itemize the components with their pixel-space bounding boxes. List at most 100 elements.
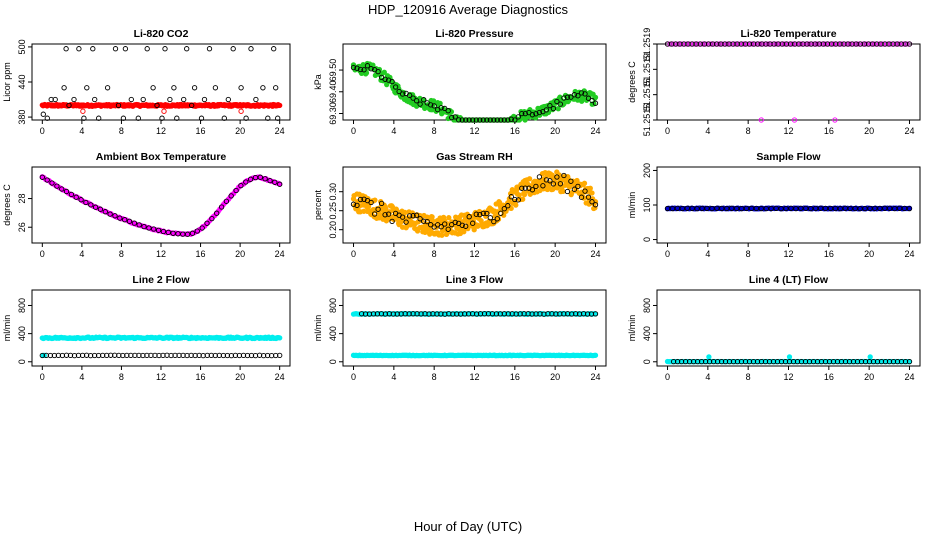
data-point	[260, 85, 266, 91]
x-tick-label: 20	[864, 249, 874, 259]
series-2	[350, 172, 599, 232]
data-point	[223, 198, 230, 204]
x-tick-label: 0	[665, 126, 670, 136]
data-point	[536, 109, 543, 116]
x-tick-label: 12	[469, 249, 479, 259]
data-point	[515, 114, 521, 120]
y-tick-label: 200	[642, 163, 652, 178]
panel-title: Ambient Box Temperature	[96, 151, 227, 163]
y-tick-label: 0.30	[328, 183, 338, 201]
data-point	[473, 311, 480, 317]
data-point	[484, 117, 490, 123]
x-tick-label: 24	[904, 249, 914, 259]
data-point	[424, 218, 430, 225]
data-point	[501, 117, 507, 123]
data-point	[536, 174, 543, 180]
y-tick-label: 0	[17, 359, 27, 364]
data-point	[896, 205, 903, 211]
x-tick-label: 24	[275, 372, 285, 382]
data-point	[734, 205, 740, 212]
data-point	[392, 84, 399, 90]
panel-4: Ambient Box Temperature 0 4 8 12 16 20 24 26 28 de…	[2, 151, 291, 259]
data-point	[399, 214, 406, 220]
data-point	[209, 215, 215, 222]
data-point	[357, 196, 364, 203]
data-point	[700, 41, 706, 47]
data-point	[442, 221, 448, 227]
data-point	[709, 205, 715, 212]
data-point	[543, 107, 550, 113]
data-point	[547, 102, 553, 109]
data-point	[743, 205, 750, 212]
data-point	[194, 228, 200, 234]
data-point	[584, 311, 591, 317]
data-point	[438, 224, 444, 230]
data-point	[892, 205, 898, 212]
x-tick-label: 20	[550, 126, 560, 136]
data-point	[789, 41, 796, 47]
data-point	[491, 218, 497, 225]
data-point	[589, 97, 595, 104]
data-point	[773, 205, 779, 212]
data-point	[901, 205, 908, 212]
data-point	[822, 41, 828, 47]
data-point	[184, 46, 190, 52]
series-2	[664, 205, 913, 212]
data-point	[684, 205, 690, 211]
data-point	[798, 205, 804, 211]
x-tick-label: 24	[904, 372, 914, 382]
data-point	[233, 187, 239, 194]
data-point	[78, 197, 84, 203]
data-point	[529, 311, 535, 317]
data-point	[370, 311, 377, 317]
y-tick-label: 380	[17, 110, 27, 125]
data-point	[508, 205, 514, 212]
data-point	[501, 206, 507, 212]
data-point	[748, 205, 755, 212]
data-point	[822, 205, 829, 212]
series-1	[39, 334, 283, 342]
data-point	[768, 205, 774, 212]
data-point	[368, 199, 374, 206]
data-point	[463, 117, 469, 123]
data-point	[378, 200, 385, 207]
data-point	[150, 85, 156, 91]
y-tick-label: 500	[17, 39, 27, 54]
data-point	[470, 117, 476, 123]
data-point	[431, 103, 437, 109]
data-point	[758, 205, 764, 212]
y-tick-label: 0	[642, 237, 652, 242]
data-point	[872, 205, 878, 212]
y-axis-label: degrees C	[627, 61, 637, 103]
data-point	[421, 218, 427, 224]
data-point	[714, 205, 720, 211]
data-point	[449, 114, 455, 121]
y-tick-label: 400	[17, 326, 27, 341]
data-point	[862, 205, 868, 212]
data-point	[758, 117, 764, 123]
data-point	[358, 311, 365, 317]
data-point	[487, 117, 493, 123]
data-point	[406, 311, 412, 317]
data-point	[228, 193, 234, 199]
data-point	[381, 69, 387, 75]
series-2	[664, 41, 913, 47]
data-point	[549, 311, 555, 317]
x-tick-label: 16	[196, 126, 206, 136]
data-point	[842, 205, 848, 211]
data-point	[512, 196, 518, 203]
data-point	[84, 85, 90, 91]
y-tick-label: 69.40	[328, 81, 338, 104]
data-point	[204, 220, 210, 226]
x-tick-label: 4	[705, 372, 710, 382]
series-2	[350, 352, 599, 359]
data-point	[277, 335, 283, 341]
data-point	[146, 225, 152, 231]
x-tick-label: 24	[590, 249, 600, 259]
data-point	[445, 226, 451, 232]
data-point	[494, 216, 500, 222]
data-point	[155, 227, 162, 233]
data-point	[221, 115, 227, 121]
data-point	[817, 205, 824, 211]
data-point	[830, 41, 837, 47]
